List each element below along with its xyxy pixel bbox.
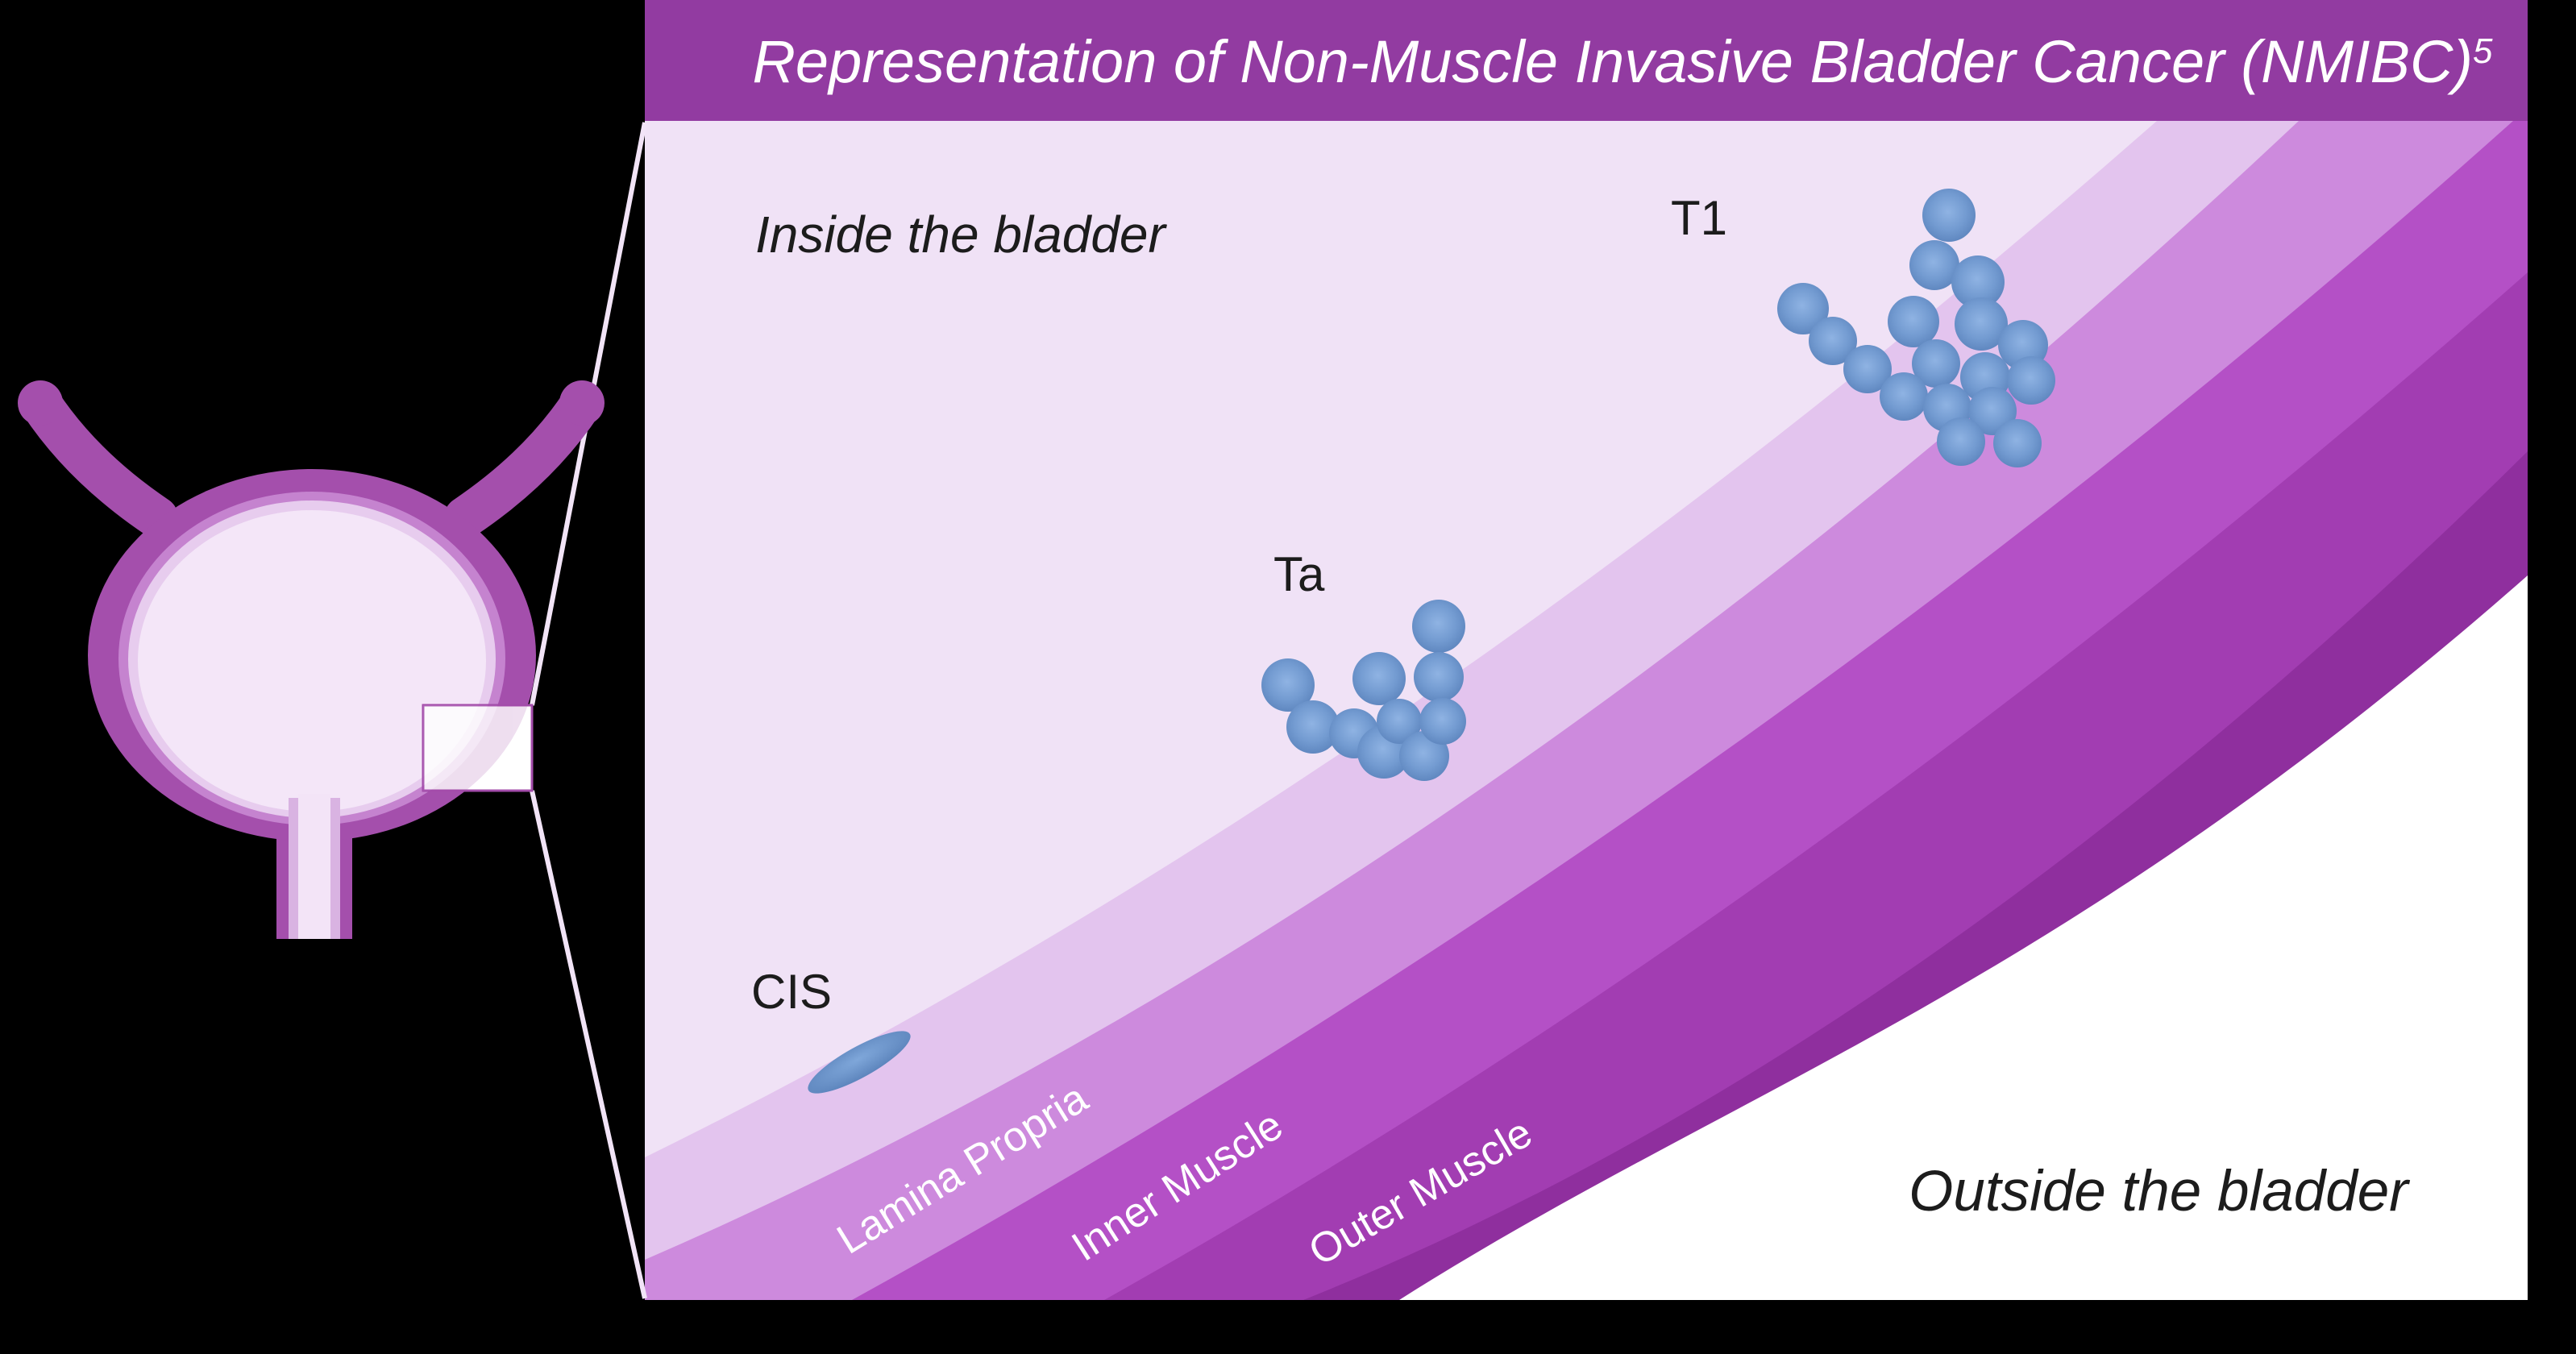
svg-text:Representation of Non-Muscle I: Representation of Non-Muscle Invasive Bl… — [752, 28, 2493, 95]
svg-text:Ta: Ta — [1273, 547, 1325, 601]
svg-text:CIS: CIS — [751, 965, 832, 1019]
svg-text:Inside the bladder: Inside the bladder — [755, 206, 1168, 264]
svg-text:T1: T1 — [1671, 191, 1727, 245]
svg-text:Outside the bladder: Outside the bladder — [1909, 1160, 2411, 1223]
